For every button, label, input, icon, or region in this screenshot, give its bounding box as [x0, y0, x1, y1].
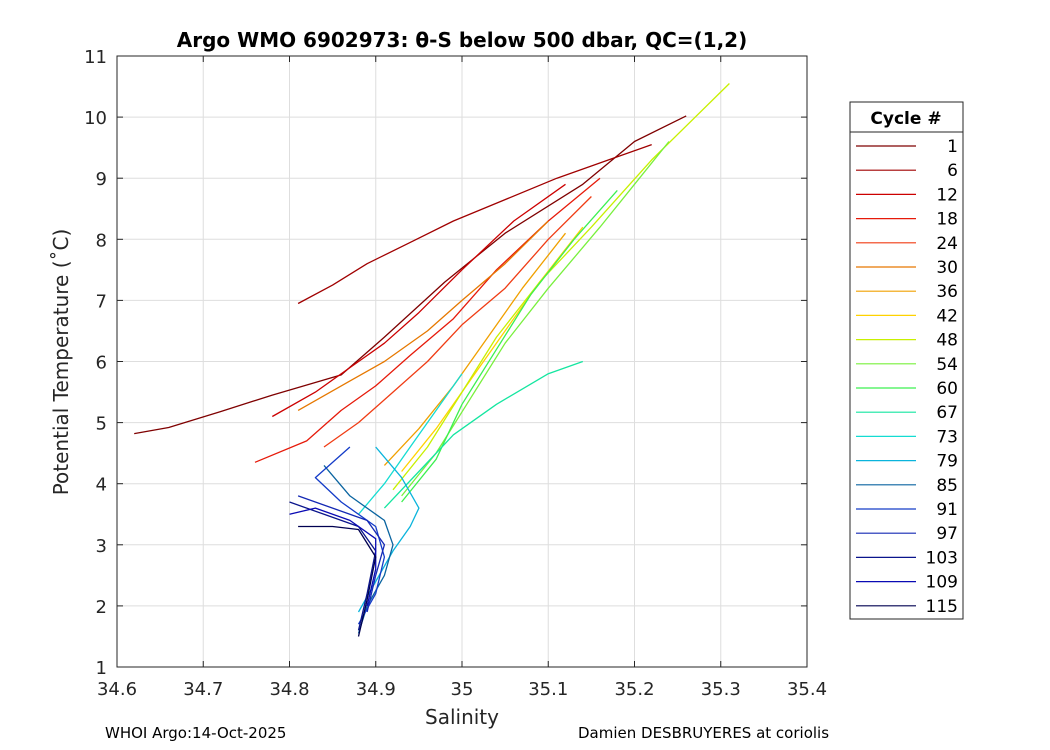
legend-label: 1	[947, 137, 958, 157]
data-series	[134, 83, 730, 637]
x-tick-label: 35.2	[614, 679, 654, 700]
y-tick-label: 11	[84, 47, 107, 68]
footer-left: WHOI Argo:14-Oct-2025	[105, 724, 287, 742]
series-line-19	[298, 525, 377, 637]
x-axis-ticks: 34.6 34.7 34.8 34.9 35 35.1 35.2 35.3 35.4	[97, 56, 827, 700]
series-line-5	[297, 220, 549, 411]
series-line-10	[401, 189, 618, 503]
legend-title: Cycle #	[870, 109, 941, 129]
legend-label: 48	[936, 331, 958, 351]
y-tick-label: 10	[84, 108, 107, 129]
y-tick-label: 4	[96, 475, 107, 496]
y-tick-label: 3	[96, 536, 107, 557]
legend-label: 54	[936, 355, 958, 375]
legend-label: 42	[936, 306, 958, 326]
legend-label: 6	[947, 161, 958, 181]
legend-label: 91	[936, 500, 958, 520]
y-tick-label: 7	[96, 291, 107, 312]
series-line-8	[392, 83, 730, 491]
y-tick-label: 6	[96, 353, 107, 374]
legend-label: 115	[926, 597, 958, 617]
series-line-0	[134, 115, 687, 435]
x-tick-label: 34.6	[97, 679, 137, 700]
chart-title: Argo WMO 6902973: θ-S below 500 dbar, QC…	[177, 28, 747, 52]
series-line-13	[357, 446, 420, 613]
series-line-2	[271, 183, 566, 418]
x-axis-label: Salinity	[425, 705, 499, 729]
series-line-1	[297, 143, 652, 305]
series-line-4	[323, 196, 592, 448]
y-axis-label: Potential Temperature (˚C)	[49, 229, 73, 496]
footer-right: Damien DESBRUYERES at coriolis	[578, 724, 830, 742]
legend-label: 85	[936, 476, 958, 496]
legend-label: 97	[936, 524, 958, 544]
y-tick-label: 5	[96, 414, 107, 435]
legend-label: 30	[936, 258, 958, 278]
series-line-17	[289, 501, 377, 631]
legend: Cycle # 1 6 12 18 24 30 36 42 48 54 60 67 73 79 85 91 97…	[849, 101, 964, 620]
legend-label: 79	[936, 452, 958, 472]
legend-label: 12	[936, 185, 958, 205]
x-tick-label: 35.4	[787, 679, 827, 700]
series-line-11	[383, 360, 584, 509]
x-tick-label: 34.9	[356, 679, 396, 700]
legend-label: 67	[936, 403, 958, 423]
y-tick-label: 1	[96, 658, 107, 679]
x-tick-label: 35.3	[701, 679, 741, 700]
legend-label: 73	[936, 427, 958, 447]
series-line-12	[358, 373, 463, 515]
x-tick-label: 34.7	[183, 679, 223, 700]
series-line-7	[401, 226, 584, 472]
series-line-18	[289, 507, 377, 607]
y-axis-ticks: 1 2 3 4 5 6 7 8 9 10 11	[84, 47, 807, 679]
x-tick-label: 35.1	[528, 679, 568, 700]
y-tick-label: 9	[96, 169, 107, 190]
legend-label: 103	[926, 548, 958, 568]
y-tick-label: 8	[96, 230, 107, 251]
series-line-16	[297, 495, 386, 613]
y-tick-label: 2	[96, 597, 107, 618]
legend-label: 18	[936, 210, 958, 230]
x-tick-label: 34.8	[269, 679, 309, 700]
legend-label: 24	[936, 234, 958, 254]
series-line-15	[314, 446, 386, 625]
legend-label: 60	[936, 379, 958, 399]
legend-label: 109	[926, 573, 958, 593]
legend-label: 36	[936, 282, 958, 302]
series-line-6	[383, 232, 567, 466]
x-tick-label: 35	[451, 679, 474, 700]
